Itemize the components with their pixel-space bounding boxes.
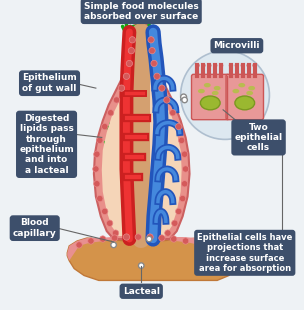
Ellipse shape	[238, 83, 245, 87]
Ellipse shape	[233, 89, 239, 93]
Ellipse shape	[200, 96, 220, 110]
Circle shape	[149, 47, 155, 54]
Circle shape	[88, 238, 94, 244]
Circle shape	[229, 63, 233, 68]
Circle shape	[118, 85, 125, 91]
Circle shape	[93, 166, 99, 172]
Circle shape	[252, 63, 257, 68]
Circle shape	[123, 234, 130, 240]
Ellipse shape	[235, 96, 255, 110]
Text: Blood
capillary: Blood capillary	[13, 219, 57, 238]
Circle shape	[159, 235, 165, 241]
Text: Lacteal: Lacteal	[123, 287, 160, 296]
Circle shape	[241, 63, 245, 68]
Circle shape	[195, 63, 200, 68]
Ellipse shape	[248, 86, 255, 90]
Circle shape	[100, 236, 106, 242]
Circle shape	[106, 220, 113, 226]
Circle shape	[179, 195, 186, 202]
Circle shape	[147, 234, 153, 240]
Circle shape	[182, 97, 187, 103]
Circle shape	[201, 63, 206, 68]
Text: Microvilli: Microvilli	[214, 41, 260, 50]
Circle shape	[151, 60, 157, 67]
Circle shape	[113, 97, 120, 103]
Circle shape	[170, 110, 176, 116]
Polygon shape	[67, 238, 237, 281]
Circle shape	[112, 235, 118, 241]
Text: Two
epithelial
cells: Two epithelial cells	[234, 122, 283, 152]
Circle shape	[182, 238, 189, 244]
Circle shape	[175, 208, 182, 215]
Circle shape	[171, 236, 177, 242]
Ellipse shape	[204, 83, 211, 87]
Circle shape	[111, 242, 116, 248]
Circle shape	[219, 63, 223, 68]
Circle shape	[97, 195, 103, 202]
Circle shape	[94, 181, 100, 187]
Circle shape	[181, 51, 269, 140]
Ellipse shape	[214, 86, 221, 90]
Circle shape	[102, 123, 108, 130]
Ellipse shape	[212, 91, 219, 95]
Circle shape	[148, 37, 154, 43]
Circle shape	[102, 208, 108, 215]
Circle shape	[247, 63, 251, 68]
Circle shape	[154, 73, 160, 79]
Circle shape	[138, 263, 144, 268]
Circle shape	[126, 60, 133, 67]
Circle shape	[235, 63, 239, 68]
Circle shape	[194, 241, 201, 247]
Circle shape	[76, 242, 82, 248]
Polygon shape	[102, 29, 182, 236]
Circle shape	[216, 248, 222, 254]
Text: Epithelial cells have
projections that
increase surface
area for absorption: Epithelial cells have projections that i…	[197, 233, 292, 273]
Circle shape	[165, 230, 171, 236]
Circle shape	[207, 63, 211, 68]
Circle shape	[181, 94, 187, 100]
Circle shape	[146, 236, 152, 242]
Circle shape	[164, 97, 170, 103]
Circle shape	[181, 181, 188, 187]
Text: Epithelium
of gut wall: Epithelium of gut wall	[22, 73, 77, 93]
Circle shape	[108, 110, 114, 116]
Circle shape	[129, 37, 136, 43]
Circle shape	[159, 85, 165, 91]
Circle shape	[182, 166, 189, 172]
Circle shape	[123, 73, 130, 79]
FancyBboxPatch shape	[226, 74, 264, 120]
Polygon shape	[67, 237, 237, 261]
Circle shape	[112, 230, 119, 236]
Circle shape	[206, 244, 212, 250]
FancyBboxPatch shape	[192, 74, 229, 120]
Circle shape	[94, 151, 100, 157]
Text: Digested
lipids pass
through
epithelium
and into
a lacteal: Digested lipids pass through epithelium …	[19, 114, 74, 175]
Circle shape	[213, 63, 217, 68]
Polygon shape	[94, 23, 189, 239]
Circle shape	[175, 123, 182, 130]
Circle shape	[135, 234, 141, 240]
Ellipse shape	[198, 89, 205, 93]
Circle shape	[171, 220, 178, 226]
Circle shape	[97, 137, 103, 144]
Circle shape	[178, 137, 185, 144]
Ellipse shape	[246, 91, 253, 95]
Text: Simple food molecules
absorbed over surface: Simple food molecules absorbed over surf…	[84, 2, 199, 21]
Circle shape	[128, 47, 134, 54]
Circle shape	[181, 151, 188, 157]
